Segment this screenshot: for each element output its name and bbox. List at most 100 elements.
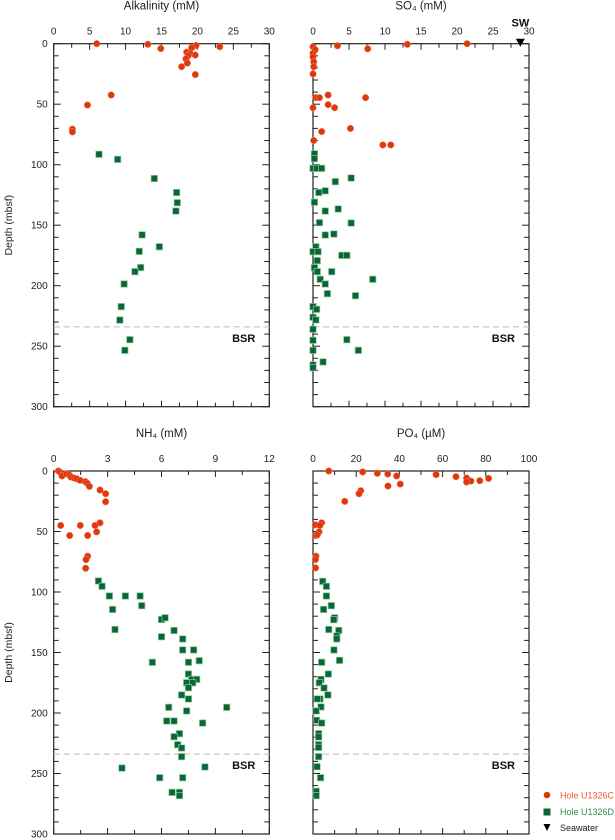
x-tick-label: 12 (264, 454, 276, 465)
data-point-hole-u1326d (178, 691, 186, 699)
data-point-hole-u1326d (315, 733, 323, 741)
data-point-hole-u1326d (126, 336, 134, 344)
data-point-hole-u1326d (170, 626, 178, 635)
x-tick-label: 0 (310, 27, 316, 38)
y-axis-label: Depth (mbsf) (3, 622, 15, 683)
data-point-hole-u1326d (121, 346, 129, 354)
legend-label-hole-u1326d: Hole U1326D (560, 807, 615, 817)
data-point-hole-u1326d (95, 150, 103, 158)
x-tick-label: 80 (480, 454, 492, 465)
bsr-label: BSR (492, 760, 515, 772)
data-point-hole-u1326c (82, 556, 90, 564)
y-tick-label: 200 (31, 709, 48, 720)
data-point-hole-u1326c (311, 556, 319, 564)
series-hole-u1326d (94, 577, 231, 800)
data-point-hole-u1326c (312, 564, 320, 572)
data-point-hole-u1326c (57, 521, 65, 530)
data-point-hole-u1326c (341, 497, 349, 505)
data-point-hole-u1326d (347, 219, 355, 227)
data-point-hole-u1326d (325, 625, 333, 634)
x-tick-label: 6 (159, 454, 165, 465)
panel-title: SO₄ (mM) (395, 1, 446, 13)
data-point-hole-u1326c (310, 63, 318, 71)
series-hole-u1326c (54, 467, 110, 572)
data-point-hole-u1326d (148, 658, 156, 666)
data-point-hole-u1326d (309, 336, 317, 344)
data-point-hole-u1326d (189, 679, 197, 687)
data-point-hole-u1326d (347, 174, 355, 182)
data-point-hole-u1326d (330, 646, 338, 654)
data-point-hole-u1326d (170, 733, 178, 741)
panel-title: PO₄ (µM) (397, 428, 446, 440)
data-point-hole-u1326d (319, 577, 327, 585)
data-point-hole-u1326d (315, 188, 323, 197)
data-point-hole-u1326c (76, 521, 84, 530)
data-point-hole-u1326d (315, 753, 323, 761)
x-tick-label: 30 (264, 27, 276, 38)
data-point-hole-u1326d (184, 695, 193, 703)
data-point-hole-u1326d (333, 635, 341, 643)
data-point-hole-u1326d (317, 774, 325, 782)
data-point-hole-u1326d (320, 684, 328, 692)
data-point-hole-u1326c (309, 104, 317, 112)
x-tick-label: 3 (105, 454, 111, 465)
data-point-hole-u1326d (178, 744, 186, 752)
data-point-hole-u1326c (333, 42, 342, 50)
data-point-hole-u1326c (403, 40, 411, 48)
x-tick-label: 5 (346, 27, 352, 38)
data-point-hole-u1326d (136, 592, 144, 600)
legend-marker-seawater (543, 824, 551, 831)
series-hole-u1326d (309, 150, 377, 372)
data-point-hole-u1326d (190, 646, 198, 654)
data-point-hole-u1326c (316, 521, 324, 530)
data-point-hole-u1326c (384, 470, 392, 478)
data-point-hole-u1326d (331, 178, 339, 186)
y-tick-label: 50 (37, 100, 49, 111)
data-point-hole-u1326d (137, 264, 145, 272)
y-tick-label: 250 (31, 342, 48, 353)
data-point-hole-u1326d (120, 280, 128, 288)
data-point-hole-u1326d (168, 788, 176, 796)
data-point-hole-u1326d (315, 679, 323, 687)
data-point-hole-u1326d (321, 231, 329, 239)
data-point-hole-u1326d (324, 670, 332, 678)
data-point-hole-u1326d (114, 155, 122, 163)
x-tick-label: 40 (394, 454, 406, 465)
data-point-hole-u1326d (322, 592, 330, 600)
x-tick-label: 25 (487, 27, 499, 38)
data-point-hole-u1326d (155, 243, 163, 251)
data-point-hole-u1326d (315, 219, 324, 227)
panel-po4: PO₄ (µM) 0 20 40 60 80 100 BSR (310, 428, 538, 835)
data-point-hole-u1326c (183, 59, 191, 67)
panel-so4: SO₄ (mM) 0 5 10 15 20 25 30 BSR SW (309, 1, 535, 408)
series-hole-u1326d (95, 150, 181, 354)
data-point-hole-u1326d (184, 658, 193, 666)
data-point-hole-u1326c (96, 486, 104, 494)
data-point-hole-u1326d (321, 207, 329, 215)
legend-marker-hole-u1326d (543, 808, 551, 816)
x-tick-label: 15 (156, 27, 168, 38)
data-point-hole-u1326c (325, 467, 333, 475)
data-point-hole-u1326c (362, 94, 370, 102)
data-point-hole-u1326c (83, 101, 92, 109)
y-tick-label: 150 (31, 648, 48, 659)
x-tick-label: 30 (523, 27, 535, 38)
plot-frame (312, 43, 530, 408)
y-tick-label: 200 (31, 281, 48, 292)
y-tick-label: 250 (31, 769, 48, 780)
data-point-hole-u1326d (328, 268, 336, 276)
data-point-hole-u1326c (191, 71, 199, 79)
data-point-hole-u1326d (354, 346, 362, 354)
data-point-hole-u1326d (309, 364, 317, 372)
data-point-hole-u1326c (331, 104, 339, 112)
bsr-label: BSR (232, 333, 255, 345)
y-tick-label: 100 (31, 160, 48, 171)
data-point-hole-u1326d (322, 582, 330, 590)
data-point-hole-u1326d (117, 303, 125, 311)
data-point-hole-u1326d (336, 656, 344, 664)
panel-title: NH₄ (mM) (136, 428, 187, 440)
data-point-hole-u1326d (161, 614, 169, 622)
series-hole-u1326c (309, 40, 471, 149)
data-point-hole-u1326c (68, 128, 76, 136)
data-point-hole-u1326d (313, 763, 321, 771)
